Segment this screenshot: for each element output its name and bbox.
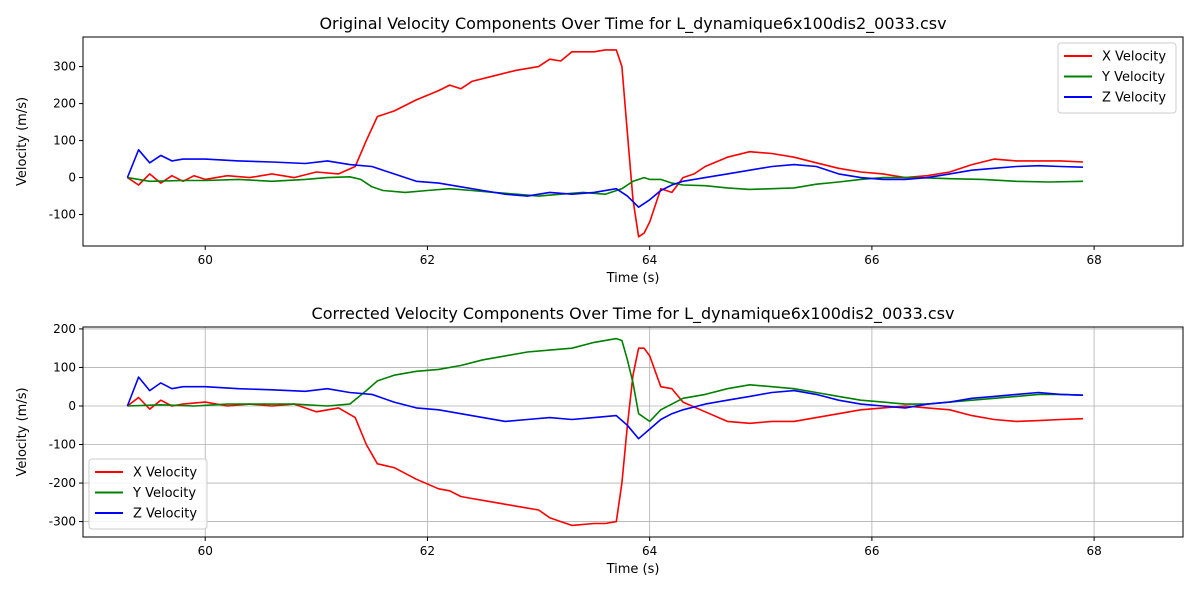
chart1-xlabel: Time (s)	[606, 562, 660, 577]
chart1-series-line-z-velocity	[126, 376, 1084, 440]
chart1-ylabel: Velocity (m/s)	[15, 387, 30, 476]
chart0-ytick-label-0: -100	[49, 208, 76, 222]
chart1-series-line-y-velocity	[127, 337, 1084, 423]
chart0-series-line-z-velocity	[126, 149, 1084, 208]
chart1-xtick-label-4: 68	[1086, 544, 1101, 558]
chart1-xtick-label-3: 66	[864, 544, 879, 558]
chart0-ytick-label-4: 300	[53, 60, 76, 74]
chart1-ytick-label-0: -300	[49, 515, 76, 529]
chart0-series-line-y-velocity	[127, 176, 1084, 197]
chart0-ytick-label-3: 200	[53, 97, 76, 111]
chart1-xtick-label-0: 60	[198, 544, 213, 558]
chart0-ytick-label-1: 0	[68, 171, 76, 185]
chart1-ytick-label-3: 0	[68, 399, 76, 413]
chart1-ytick-label-2: -100	[49, 438, 76, 452]
chart0-xtick-label-0: 60	[198, 253, 213, 267]
chart0-series-line-x-velocity	[126, 49, 1084, 238]
chart0-legend-label-0: X Velocity	[1102, 50, 1166, 65]
chart0-legend: X Velocity Y Velocity Z Velocity	[1057, 42, 1177, 114]
chart1-ytick-label-5: 200	[53, 322, 76, 336]
chart0-panel: Original Velocity Components Over Time f…	[15, 14, 1184, 286]
chart1-series-line-x-velocity	[126, 347, 1084, 527]
chart1-legend: X Velocity Y Velocity Z Velocity	[88, 458, 208, 530]
chart0-ytick-label-2: 100	[53, 134, 76, 148]
chart1-title: Corrected Velocity Components Over Time …	[312, 304, 955, 324]
chart0-ylabel: Velocity (m/s)	[15, 97, 30, 186]
chart0-xtick-label-4: 68	[1086, 253, 1101, 267]
chart1-legend-label-0: X Velocity	[133, 466, 197, 481]
chart0-xtick-label-3: 66	[864, 253, 879, 267]
chart0-xlabel: Time (s)	[606, 271, 660, 286]
chart0-xtick-label-1: 62	[420, 253, 435, 267]
chart1-ytick-label-1: -200	[49, 476, 76, 490]
chart1-panel: Corrected Velocity Components Over Time …	[15, 304, 1184, 577]
chart0-xtick-label-2: 64	[642, 253, 657, 267]
chart0-axes-frame	[82, 36, 1184, 247]
chart1-xtick-label-2: 64	[642, 544, 657, 558]
chart0-legend-box	[1057, 42, 1177, 114]
chart1-xtick-label-1: 62	[420, 544, 435, 558]
chart1-ytick-label-4: 100	[53, 360, 76, 374]
chart1-legend-box	[88, 458, 208, 530]
chart1-axes-frame	[82, 326, 1184, 538]
chart0-legend-label-1: Y Velocity	[1101, 70, 1165, 85]
chart0-legend-label-2: Z Velocity	[1102, 91, 1166, 106]
chart1-legend-label-1: Y Velocity	[132, 486, 196, 501]
chart1-series-group	[126, 337, 1084, 527]
chart0-series-group	[126, 49, 1084, 238]
chart1-legend-label-2: Z Velocity	[133, 507, 197, 522]
chart0-title: Original Velocity Components Over Time f…	[319, 14, 946, 34]
